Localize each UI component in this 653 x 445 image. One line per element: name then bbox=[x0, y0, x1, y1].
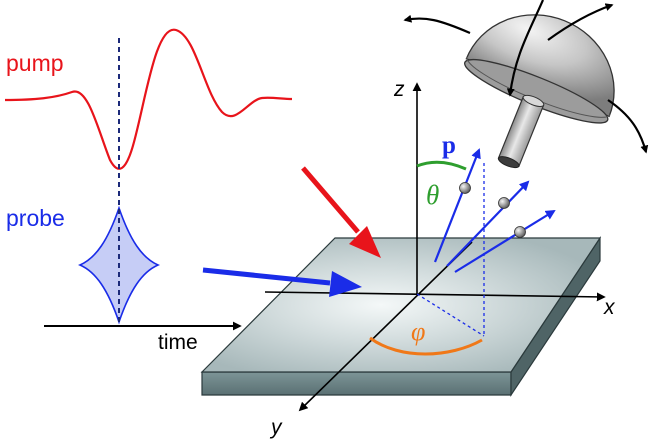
electron-sphere-icon bbox=[459, 182, 471, 194]
curved-arrow-icon bbox=[506, 0, 545, 97]
probe-beam-arrowhead bbox=[329, 271, 362, 297]
y-axis bbox=[298, 241, 473, 412]
x-axis bbox=[264, 291, 606, 302]
electron-trajectory-2 bbox=[446, 180, 530, 267]
curved-arrow-icon bbox=[403, 14, 471, 35]
pump-beam-arrowhead bbox=[349, 226, 381, 258]
electron-trajectory-3 bbox=[454, 209, 556, 273]
momentum-label: p bbox=[442, 132, 456, 159]
momentum-inplane-projection bbox=[416, 293, 485, 337]
hemispherical-analyzer-icon bbox=[464, 14, 615, 169]
theta-label: θ bbox=[426, 180, 439, 210]
phi-arc bbox=[369, 336, 483, 356]
photoelectrons bbox=[433, 148, 556, 273]
electron-sphere-icon bbox=[514, 226, 526, 238]
sample-slab bbox=[200, 236, 602, 397]
detector-aperture bbox=[497, 156, 520, 169]
y-axis-label: y bbox=[269, 416, 283, 439]
pump-waveform bbox=[4, 28, 293, 170]
curved-arrow-icon bbox=[547, 3, 614, 41]
detector-tube-top bbox=[522, 94, 545, 107]
projection-lines bbox=[416, 163, 485, 337]
timing-diagram: pump probe time bbox=[4, 28, 293, 354]
phi-label: φ bbox=[411, 317, 425, 346]
coordinate-axes: x y z bbox=[264, 78, 616, 439]
rotation-arrows bbox=[403, 0, 649, 154]
curved-arrow-icon bbox=[607, 99, 649, 154]
probe-label: probe bbox=[6, 205, 65, 231]
probe-beam bbox=[202, 267, 362, 297]
theta-arc bbox=[416, 160, 467, 171]
z-axis-label: z bbox=[393, 78, 405, 101]
momentum-vector bbox=[433, 148, 481, 263]
detector-dome bbox=[465, 14, 615, 118]
x-axis-label: x bbox=[603, 296, 616, 319]
detector-lens-tube bbox=[497, 96, 545, 168]
time-label: time bbox=[158, 331, 198, 354]
pump-label: pump bbox=[6, 50, 64, 76]
pump-beam bbox=[301, 166, 381, 258]
sample-front-face bbox=[201, 371, 512, 396]
electron-sphere-icon bbox=[498, 197, 510, 209]
